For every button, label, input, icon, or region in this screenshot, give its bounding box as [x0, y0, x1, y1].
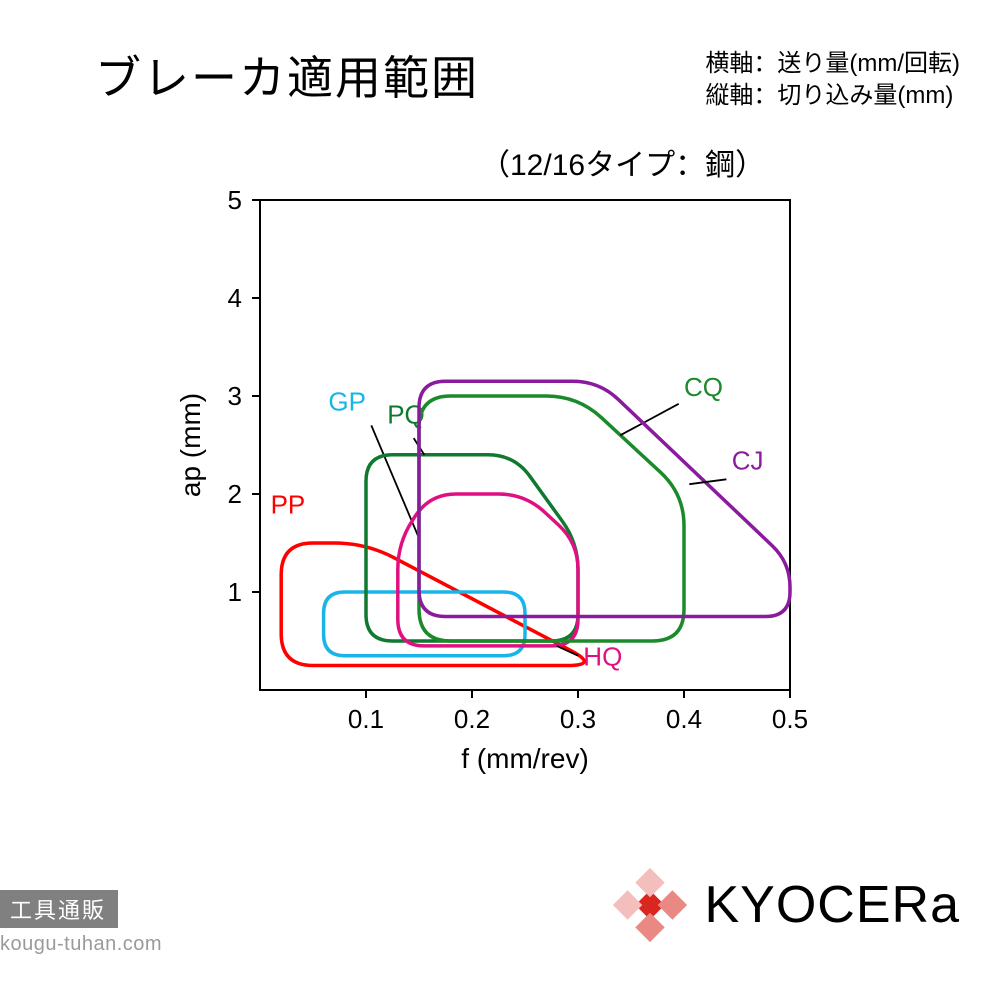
region-label-pp: PP: [271, 490, 306, 520]
axis-note: 横軸：送り量(mm/回転) 縦軸：切り込み量(mm): [705, 48, 960, 113]
kyocera-logo-icon: [610, 865, 690, 945]
y-tick-label: 1: [228, 577, 242, 607]
y-tick-label: 2: [228, 479, 242, 509]
brand: KYOCERa: [610, 865, 960, 945]
chart-subtitle: （12/16タイプ：鋼）: [480, 140, 765, 184]
region-label-gp: GP: [328, 387, 366, 417]
x-tick-label: 0.1: [348, 704, 384, 734]
chart-title: ブレーカ適用範囲: [95, 42, 479, 108]
region-label-cj: CJ: [732, 446, 764, 476]
watermark-label: 工具通販: [0, 890, 118, 928]
axis-note-y: 縦軸：切り込み量(mm): [705, 80, 960, 112]
logo-square: [636, 913, 665, 942]
y-axis-label: ap (mm): [175, 393, 206, 497]
x-tick-label: 0.3: [560, 704, 596, 734]
chart: 0.1 0.2 0.3 0.4 0.5 f (mm/rev) 1 2 3 4 5 ap (mm) PP G…: [120, 180, 920, 800]
y-tick-label: 4: [228, 283, 242, 313]
logo-square: [613, 890, 642, 919]
x-tick-label: 0.4: [666, 704, 702, 734]
watermark-url: kougu-tuhan.com: [0, 933, 162, 956]
x-tick-label: 0.2: [454, 704, 490, 734]
logo-square: [636, 868, 665, 897]
x-axis-label: f (mm/rev): [461, 743, 589, 774]
y-tick-label: 3: [228, 381, 242, 411]
brand-text: KYOCERa: [704, 875, 960, 935]
y-tick-label: 5: [228, 185, 242, 215]
x-tick-label: 0.5: [772, 704, 808, 734]
region-label-hq: HQ: [583, 642, 622, 672]
logo-square: [658, 890, 687, 919]
region-label-cq: CQ: [684, 372, 723, 402]
chart-svg: 0.1 0.2 0.3 0.4 0.5 f (mm/rev) 1 2 3 4 5 ap (mm) PP G…: [120, 180, 920, 800]
axis-note-x: 横軸：送り量(mm/回転): [705, 48, 960, 80]
